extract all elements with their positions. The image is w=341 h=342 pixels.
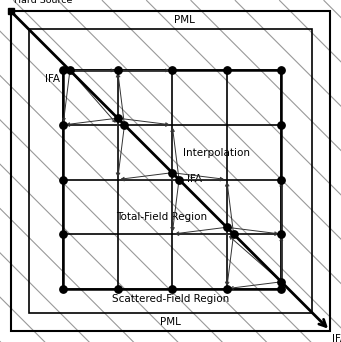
Point xyxy=(224,225,229,230)
Point xyxy=(115,115,120,121)
Text: Hard Source: Hard Source xyxy=(14,0,73,4)
Point xyxy=(115,68,120,73)
Point xyxy=(224,68,229,73)
Text: IFA: IFA xyxy=(45,74,60,84)
Point xyxy=(279,286,284,291)
Point xyxy=(67,68,73,73)
Text: PML: PML xyxy=(174,15,195,25)
Text: Interpolation: Interpolation xyxy=(183,148,250,158)
Bar xyxy=(29,29,312,313)
Point xyxy=(60,68,66,73)
Text: IFA: IFA xyxy=(332,334,341,342)
Point xyxy=(279,231,284,237)
Point xyxy=(122,122,127,128)
Point xyxy=(279,279,284,285)
Text: IFA: IFA xyxy=(187,174,202,184)
Bar xyxy=(63,70,281,289)
Point xyxy=(279,122,284,128)
Point xyxy=(169,286,175,291)
Point xyxy=(60,286,66,291)
Point xyxy=(231,231,236,237)
Point xyxy=(60,231,66,237)
Point xyxy=(279,177,284,182)
Point xyxy=(176,177,182,182)
Text: PML: PML xyxy=(160,317,181,327)
Point xyxy=(115,286,120,291)
Text: Total-Field Region: Total-Field Region xyxy=(116,212,207,222)
Point xyxy=(224,286,229,291)
Point xyxy=(169,170,175,175)
Point xyxy=(169,68,175,73)
Point xyxy=(60,177,66,182)
Point xyxy=(60,122,66,128)
Point xyxy=(279,68,284,73)
Text: Scattered-Field Region: Scattered-Field Region xyxy=(112,294,229,304)
